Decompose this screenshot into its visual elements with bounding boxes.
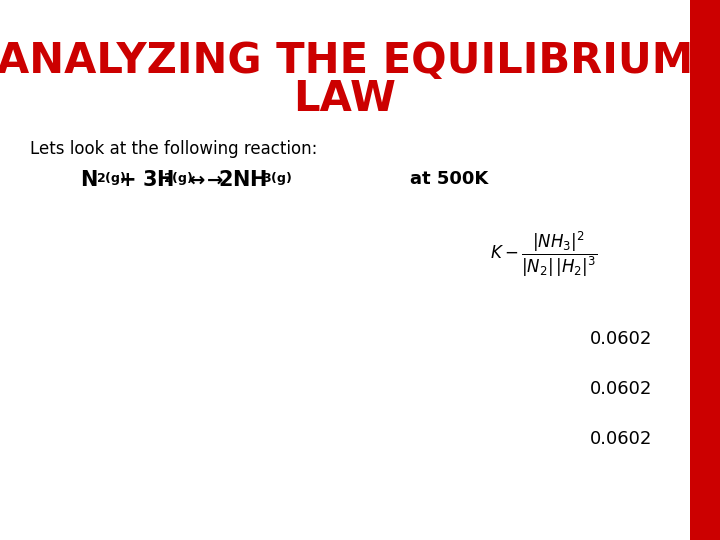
Text: LAW: LAW: [294, 78, 397, 120]
Text: $\mathbf{2(g)}$: $\mathbf{2(g)}$: [96, 170, 126, 187]
Bar: [690, 0, 720, 540]
Text: $\mathbf{3(g)}$: $\mathbf{3(g)}$: [262, 170, 292, 187]
Text: $\mathbf{2NH}$: $\mathbf{2NH}$: [218, 170, 267, 190]
Text: $K-\dfrac{|NH_3|^2}{|N_2|\,|H_2|^3}$: $K-\dfrac{|NH_3|^2}{|N_2|\,|H_2|^3}$: [490, 230, 597, 279]
Text: $\mathbf{2(g)}$: $\mathbf{2(g)}$: [163, 170, 193, 187]
Text: Lets look at the following reaction:: Lets look at the following reaction:: [30, 140, 318, 158]
Text: at 500K: at 500K: [410, 170, 488, 188]
Text: 0.0602: 0.0602: [590, 380, 652, 398]
Text: $\mathbf{+\ 3H}$: $\mathbf{+\ 3H}$: [118, 170, 174, 190]
Text: $\mathbf{\leftrightarrow\!\!\rightarrow}$: $\mathbf{\leftrightarrow\!\!\rightarrow}…: [185, 170, 224, 189]
Text: 0.0602: 0.0602: [590, 330, 652, 348]
Text: $\mathbf{N}$: $\mathbf{N}$: [80, 170, 97, 190]
Text: 0.0602: 0.0602: [590, 430, 652, 448]
Text: ANALYZING THE EQUILIBRIUM: ANALYZING THE EQUILIBRIUM: [0, 40, 693, 82]
